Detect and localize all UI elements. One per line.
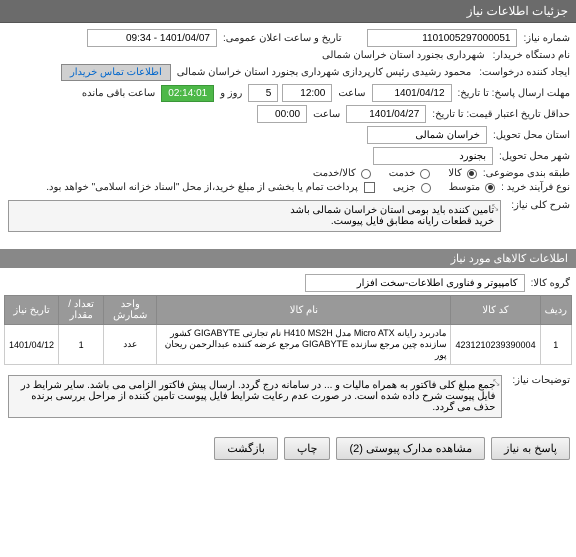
category-label: طبقه بندی موضوعی:: [481, 168, 572, 179]
validity-date: 1401/04/27: [346, 105, 426, 123]
page-header: جزئیات اطلاعات نیاز: [0, 0, 576, 23]
remain-label: ساعت باقی مانده: [80, 88, 157, 99]
category-opt2[interactable]: خدمت: [387, 168, 431, 179]
resize-icon: ⤡: [493, 378, 499, 388]
process-opt2[interactable]: جزیی: [391, 182, 431, 193]
col-date: تاریخ نیاز: [5, 296, 59, 325]
radio-icon: [361, 169, 371, 179]
table-row: 1 4231210239390004 مادربرد رایانه Micro …: [5, 325, 572, 365]
col-row: ردیف: [540, 296, 571, 325]
items-header: اطلاعات کالاهای مورد نیاز: [0, 249, 576, 268]
need-no-value: 1101005297000051: [367, 29, 517, 47]
buyer-value: شهرداری بجنورد استان خراسان شمالی: [320, 50, 487, 61]
print-button[interactable]: چاپ: [284, 437, 331, 460]
notes-box: ⤡ جمع مبلغ کلی فاکتور به همراه مالیات و …: [8, 375, 502, 418]
group-label: گروه کالا:: [529, 278, 572, 289]
back-button[interactable]: بازگشت: [214, 437, 278, 460]
announce-value: 1401/04/07 - 09:34: [87, 29, 217, 47]
cell-code: 4231210239390004: [451, 325, 540, 365]
countdown-timer: 02:14:01: [161, 85, 214, 102]
validity-label: حداقل تاریخ اعتبار قیمت: تا تاریخ:: [430, 109, 572, 120]
radio-icon: [421, 183, 431, 193]
col-name: نام کالا: [157, 296, 451, 325]
desc-line1: تامین کننده باید بومی استان خراسان شمالی…: [15, 205, 494, 216]
city-label: شهر محل تحویل:: [497, 151, 572, 162]
radio-icon: [420, 169, 430, 179]
page-title: جزئیات اطلاعات نیاز: [467, 4, 568, 18]
requester-value: محمود رشیدی رئیس کارپردازی شهرداری بجنور…: [175, 67, 473, 78]
province-label: استان محل تحویل:: [491, 130, 572, 141]
cell-date: 1401/04/12: [5, 325, 59, 365]
cell-qty: 1: [59, 325, 104, 365]
announce-label: تاریخ و ساعت اعلان عمومی:: [221, 33, 344, 44]
col-qty: تعداد / مقدار: [59, 296, 104, 325]
deadline-time-label: ساعت: [336, 88, 367, 99]
deadline-time: 12:00: [282, 84, 332, 102]
contact-button[interactable]: اطلاعات تماس خریدار: [61, 64, 171, 81]
group-value: کامپیوتر و فناوری اطلاعات-سخت افزار: [305, 274, 525, 292]
notes-text: جمع مبلغ کلی فاکتور به همراه مالیات و ..…: [15, 380, 495, 413]
col-unit: واحد شمارش: [104, 296, 157, 325]
category-opt1[interactable]: کالا: [446, 168, 477, 179]
deadline-days: 5: [248, 84, 278, 102]
treasury-checkbox[interactable]: [364, 182, 375, 193]
validity-time: 00:00: [257, 105, 307, 123]
process-label: نوع فرآیند خرید :: [499, 182, 572, 193]
items-table: ردیف کد کالا نام کالا واحد شمارش تعداد /…: [4, 295, 572, 365]
cell-name: مادربرد رایانه Micro ATX مدل H410 MS2H ن…: [157, 325, 451, 365]
process-opt1[interactable]: متوسط: [447, 182, 495, 193]
need-no-label: شماره نیاز:: [521, 33, 572, 44]
resize-icon: ⤡: [492, 203, 498, 213]
desc-label: شرح کلی نیاز:: [509, 196, 572, 211]
notes-label: توضیحات نیاز:: [510, 371, 572, 386]
category-opt3[interactable]: کالا/خدمت: [311, 168, 371, 179]
province-value: خراسان شمالی: [367, 126, 487, 144]
description-box: ⤡ تامین کننده باید بومی استان خراسان شما…: [8, 200, 501, 232]
process-note: پرداخت تمام یا بخشی از مبلغ خرید،از محل …: [44, 182, 360, 193]
validity-time-label: ساعت: [311, 109, 342, 120]
days-label: روز و: [218, 88, 244, 99]
main-form: شماره نیاز: 1101005297000051 تاریخ و ساع…: [0, 23, 576, 245]
buyer-label: نام دستگاه خریدار:: [491, 50, 572, 61]
cell-unit: عدد: [104, 325, 157, 365]
desc-line2: خرید قطعات رایانه مطابق فایل پیوست.: [15, 216, 494, 227]
deadline-label: مهلت ارسال پاسخ: تا تاریخ:: [456, 88, 572, 99]
button-row: پاسخ به نیاز مشاهده مدارک پیوستی (2) چاپ…: [0, 431, 576, 466]
attachments-button[interactable]: مشاهده مدارک پیوستی (2): [336, 437, 485, 460]
radio-checked-icon: [467, 169, 477, 179]
requester-label: ایجاد کننده درخواست:: [477, 67, 572, 78]
cell-row: 1: [540, 325, 571, 365]
reply-button[interactable]: پاسخ به نیاز: [491, 437, 570, 460]
deadline-date: 1401/04/12: [372, 84, 452, 102]
radio-checked-icon: [485, 183, 495, 193]
col-code: کد کالا: [451, 296, 540, 325]
city-value: بجنورد: [373, 147, 493, 165]
